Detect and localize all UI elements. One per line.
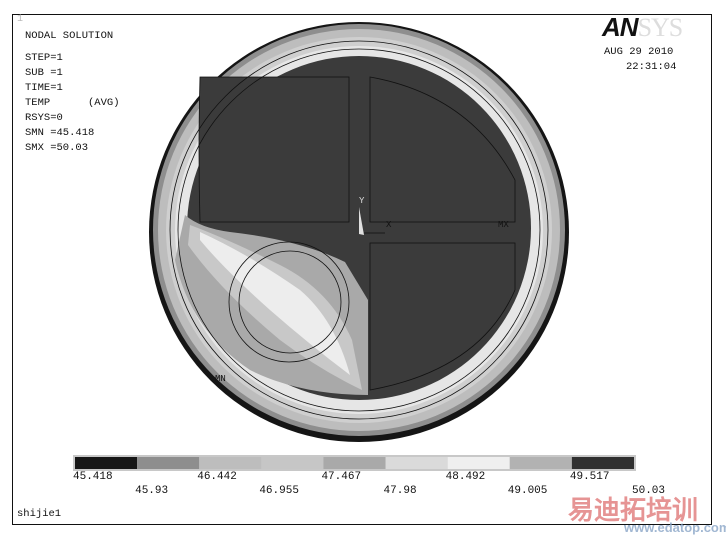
window-number: 1 [17,14,24,25]
legend-bar [73,455,636,471]
sector-top-left [198,76,350,223]
max-marker: MX [498,220,509,230]
legend-label: 47.98 [383,485,417,497]
watermark-url: www.edatop.com [624,520,726,535]
plot-date: AUG 29 2010 [604,46,674,58]
triad-icon [359,207,364,235]
sector-top-right [369,76,516,223]
info-sub: SUB =1 [25,67,63,79]
legend-label: 50.03 [632,485,666,497]
legend-swatch [385,457,448,469]
legend-label: 47.467 [321,471,362,483]
boundary-circle-1 [169,40,549,420]
legend-label: 49.005 [507,485,548,497]
legend-swatch [199,457,262,469]
legend-label: 49.517 [569,471,610,483]
legend-label: 46.955 [259,485,299,497]
inner-conductor-inner-circle [238,250,342,354]
boundary-circle-2 [177,48,541,412]
legend-swatch [137,457,200,469]
sector-bottom-right [369,242,516,391]
legend-label: 46.442 [197,471,237,483]
plot-time: 22:31:04 [626,61,677,73]
plot-frame [12,14,712,525]
info-time: TIME=1 [25,82,63,94]
inner-conductor-outer-circle [228,241,350,363]
legend-label: 45.418 [73,471,113,483]
ansys-logo: ANSYS [602,12,683,42]
legend-swatch [261,457,324,469]
legend-label: 45.93 [135,485,169,497]
min-marker: MN [215,374,226,384]
info-temp: TEMP (AVG) [25,97,120,109]
axis-x-label: X [386,220,392,230]
legend-swatch [323,457,386,469]
legend-swatch [509,457,572,469]
info-rsys: RSYS=0 [25,112,63,124]
legend-swatch [571,457,634,469]
legend-swatch [75,457,138,469]
heat-plume-core [200,232,350,375]
info-smn: SMN =45.418 [25,127,95,139]
legend-swatch [447,457,510,469]
info-step: STEP=1 [25,52,63,64]
info-smx: SMX =50.03 [25,142,89,154]
watermark-logo: 易迪拓培训 [568,495,699,525]
plot-title: NODAL SOLUTION [25,30,114,42]
footer-label: shijie1 [17,508,62,520]
legend-label: 48.492 [445,471,486,483]
axis-y-label: Y [359,196,365,206]
